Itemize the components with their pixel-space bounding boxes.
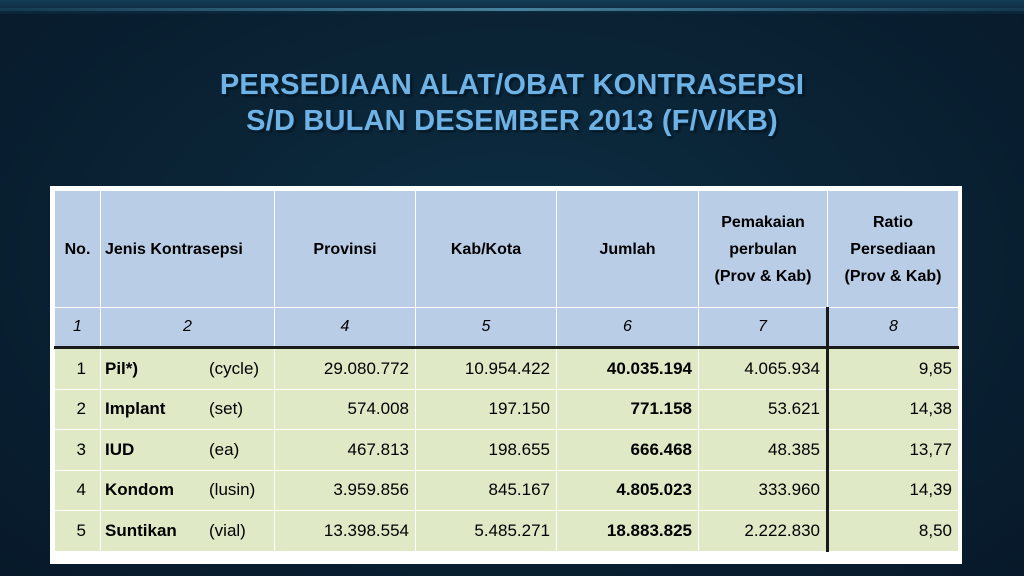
index-cell: 1 — [54, 307, 101, 349]
contraceptive-stock-table: No. Jenis Kontrasepsi Provinsi Kab/Kota … — [54, 190, 959, 552]
row-name: Pil*) — [105, 358, 139, 378]
slide-title: PERSEDIAAN ALAT/OBAT KONTRASEPSI S/D BUL… — [0, 67, 1024, 139]
row-kabkota: 197.150 — [415, 388, 557, 430]
row-name: Implant — [105, 399, 166, 419]
row-pemakaian: 53.621 — [698, 388, 828, 430]
row-pemakaian: 4.065.934 — [698, 347, 828, 390]
column-index-row: 1 2 4 5 6 7 8 — [54, 307, 959, 349]
table-row: 5 Suntikan (vial) 13.398.554 5.485.271 18… — [54, 510, 959, 552]
row-no: 1 — [54, 347, 101, 390]
row-pemakaian: 48.385 — [698, 429, 828, 471]
row-name: Suntikan — [105, 520, 177, 540]
index-cell: 6 — [556, 307, 699, 349]
row-ratio: 8,50 — [826, 510, 959, 552]
row-jenis: IUD (ea) — [100, 429, 275, 471]
header-jumlah: Jumlah — [556, 190, 699, 308]
row-jumlah: 18.883.825 — [556, 510, 699, 552]
row-pemakaian: 333.960 — [698, 469, 828, 511]
row-no: 4 — [54, 469, 101, 511]
table-row: 3 IUD (ea) 467.813 198.655 666.468 48.385… — [54, 429, 959, 471]
row-ratio: 14,38 — [826, 388, 959, 430]
header-pemakaian-line1: Pemakaian — [721, 213, 805, 231]
row-jumlah: 666.468 — [556, 429, 699, 471]
header-ratio-line1: Ratio — [873, 213, 913, 231]
row-kabkota: 10.954.422 — [415, 347, 557, 390]
row-kabkota: 845.167 — [415, 469, 557, 511]
row-unit: (lusin) — [209, 480, 256, 500]
row-ratio: 14,39 — [826, 469, 959, 511]
row-pemakaian: 2.222.830 — [698, 510, 828, 552]
row-name: IUD — [105, 439, 135, 459]
header-pemakaian-line2: perbulan — [729, 240, 797, 258]
table-row: 2 Implant (set) 574.008 197.150 771.158 5… — [54, 388, 959, 430]
row-no: 2 — [54, 388, 101, 430]
header-ratio: Ratio Persediaan (Prov & Kab) — [827, 190, 959, 308]
table-row: 1 Pil*) (cycle) 29.080.772 10.954.422 40.… — [54, 347, 959, 390]
header-no: No. — [54, 190, 101, 308]
index-cell: 5 — [415, 307, 557, 349]
row-provinsi: 3.959.856 — [274, 469, 416, 511]
table-frame: No. Jenis Kontrasepsi Provinsi Kab/Kota … — [50, 186, 962, 564]
row-jenis: Pil*) (cycle) — [100, 347, 275, 390]
title-line-2: S/D BULAN DESEMBER 2013 (F/V/KB) — [246, 105, 778, 137]
row-kabkota: 5.485.271 — [415, 510, 557, 552]
row-jumlah: 771.158 — [556, 388, 699, 430]
row-provinsi: 29.080.772 — [274, 347, 416, 390]
row-ratio: 9,85 — [826, 347, 959, 390]
row-jenis: Implant (set) — [100, 388, 275, 430]
row-unit: (ea) — [209, 439, 240, 459]
top-band — [0, 0, 1024, 14]
header-row: No. Jenis Kontrasepsi Provinsi Kab/Kota … — [54, 190, 959, 308]
row-provinsi: 13.398.554 — [274, 510, 416, 552]
title-line-1: PERSEDIAAN ALAT/OBAT KONTRASEPSI — [219, 69, 805, 101]
row-kabkota: 198.655 — [415, 429, 557, 471]
row-provinsi: 467.813 — [274, 429, 416, 471]
header-pemakaian-line3: (Prov & Kab) — [714, 267, 812, 285]
index-cell: 7 — [698, 307, 828, 349]
row-jumlah: 40.035.194 — [556, 347, 699, 390]
row-unit: (set) — [209, 399, 243, 419]
row-unit: (cycle) — [209, 358, 260, 378]
index-cell: 8 — [826, 307, 959, 349]
header-ratio-line2: Persediaan — [850, 240, 936, 258]
row-no: 5 — [54, 510, 101, 552]
row-ratio: 13,77 — [826, 429, 959, 471]
header-jenis: Jenis Kontrasepsi — [100, 190, 275, 308]
index-cell: 4 — [274, 307, 416, 349]
row-no: 3 — [54, 429, 101, 471]
row-name: Kondom — [105, 480, 174, 500]
header-kabkota: Kab/Kota — [415, 190, 557, 308]
row-provinsi: 574.008 — [274, 388, 416, 430]
row-jenis: Kondom (lusin) — [100, 469, 275, 511]
row-jumlah: 4.805.023 — [556, 469, 699, 511]
header-ratio-line3: (Prov & Kab) — [844, 267, 942, 285]
top-glow-line — [0, 8, 1024, 11]
row-jenis: Suntikan (vial) — [100, 510, 275, 552]
header-pemakaian: Pemakaian perbulan (Prov & Kab) — [698, 190, 828, 308]
header-provinsi: Provinsi — [274, 190, 416, 308]
index-cell: 2 — [100, 307, 275, 349]
table-row: 4 Kondom (lusin) 3.959.856 845.167 4.805.… — [54, 469, 959, 511]
row-unit: (vial) — [209, 520, 246, 540]
